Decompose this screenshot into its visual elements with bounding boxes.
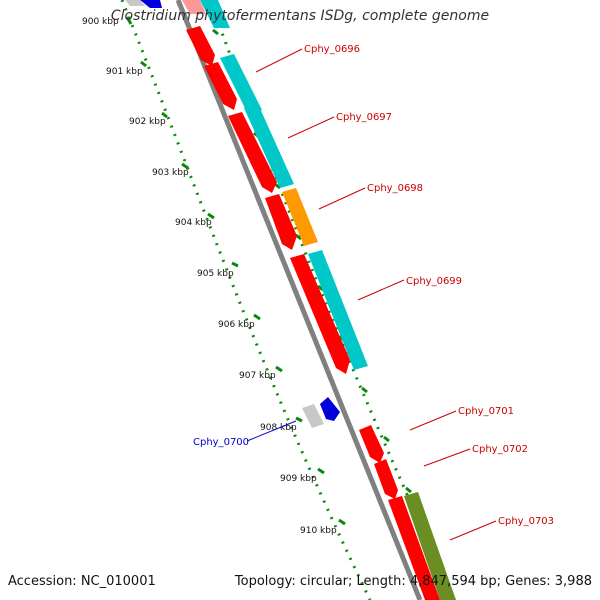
gene-label-cphy-0703[interactable]: Cphy_0703 — [498, 516, 554, 527]
inner-major-ticks — [125, 16, 346, 526]
partial-gene-top-blue[interactable] — [140, 0, 162, 8]
gene-label-cphy-0702[interactable]: Cphy_0702 — [472, 444, 528, 455]
accession-text: Accession: NC_010001 — [8, 574, 156, 589]
gene-cphy-0697-a[interactable] — [204, 62, 237, 110]
partial-gene-top-pink[interactable] — [182, 0, 206, 14]
label-leaders — [255, 48, 497, 541]
map-title-overlay: Clostridium phytofermentans ISDg, comple… — [110, 8, 490, 24]
cds-cyan-2[interactable] — [244, 104, 294, 188]
gene-cphy-0698[interactable] — [265, 194, 297, 250]
tick-label-905: 905 kbp — [197, 269, 234, 279]
gene-label-cphy-0698[interactable]: Cphy_0698 — [367, 183, 423, 194]
gene-label-cphy-0699[interactable]: Cphy_0699 — [406, 276, 462, 287]
gene-cphy-0697-b[interactable] — [228, 112, 277, 193]
tick-label-901: 901 kbp — [106, 67, 143, 77]
gene-label-cphy-0696[interactable]: Cphy_0696 — [304, 44, 360, 55]
forward-genes[interactable] — [186, 26, 440, 600]
gene-label-group[interactable]: Cphy_0696 Cphy_0697 Cphy_0698 Cphy_0699 … — [193, 44, 554, 527]
gene-cphy-0696[interactable] — [186, 26, 215, 66]
tick-label-907: 907 kbp — [239, 371, 276, 381]
gene-cphy-0699[interactable] — [290, 254, 350, 374]
label-leader-0700 — [246, 420, 297, 442]
tick-label-900: 900 kbp — [82, 17, 119, 27]
cds-cyan-3[interactable] — [308, 250, 368, 370]
gene-label-cphy-0697[interactable]: Cphy_0697 — [336, 112, 392, 123]
gene-label-cphy-0700[interactable]: Cphy_0700 — [193, 437, 249, 448]
gene-cphy-0703-red[interactable] — [388, 496, 440, 600]
inner-tick-ring — [120, 0, 372, 600]
tick-label-910: 910 kbp — [300, 526, 337, 536]
cds-olive-feature[interactable] — [404, 492, 456, 600]
tick-label-909: 909 kbp — [280, 474, 317, 484]
genome-backbone — [175, 0, 423, 600]
pseudo-gene-gray[interactable] — [302, 404, 324, 428]
cds-cyan-1[interactable] — [220, 54, 262, 114]
cds-cyan-features[interactable] — [220, 54, 368, 370]
gene-label-cphy-0701[interactable]: Cphy_0701 — [458, 406, 514, 417]
genome-summary-text: Topology: circular; Length: 4,847,594 bp… — [234, 574, 592, 589]
tick-label-902: 902 kbp — [129, 117, 166, 127]
partial-gene-top-cyan[interactable] — [200, 0, 230, 28]
partial-gene-top-gray[interactable] — [125, 0, 145, 6]
tick-label-906: 906 kbp — [218, 320, 255, 330]
cds-orange-feature[interactable] — [282, 188, 318, 246]
gene-cphy-0701[interactable] — [359, 425, 384, 463]
tick-label-903: 903 kbp — [152, 168, 189, 178]
gene-cphy-0700[interactable] — [320, 397, 340, 421]
gene-cphy-0702[interactable] — [374, 459, 398, 499]
tick-label-904: 904 kbp — [175, 218, 212, 228]
